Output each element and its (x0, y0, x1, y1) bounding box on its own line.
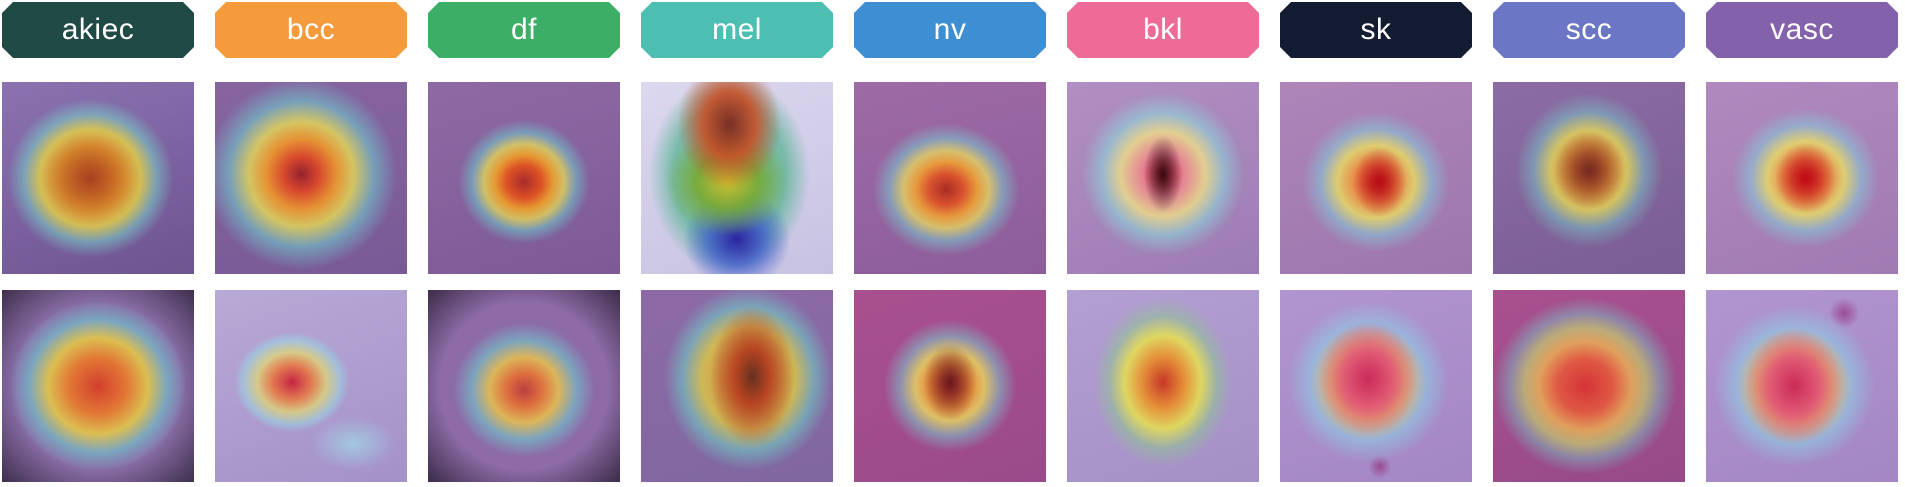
class-label-bcc: bcc (215, 2, 407, 58)
heatmap-image-vasc-1 (1706, 82, 1898, 274)
heatmap-image-mel-2 (641, 290, 833, 482)
class-label-sk: sk (1280, 2, 1472, 58)
class-label-akiec: akiec (2, 2, 194, 58)
column-bcc: bcc (215, 0, 407, 487)
class-label-scc: scc (1493, 2, 1685, 58)
heatmap-image-df-2 (428, 290, 620, 482)
column-akiec: akiec (2, 0, 194, 487)
column-nv: nv (854, 0, 1046, 487)
heatmap-image-bcc-1 (215, 82, 407, 274)
column-vasc: vasc (1706, 0, 1898, 487)
column-sk: sk (1280, 0, 1472, 487)
column-scc: scc (1493, 0, 1685, 487)
heatmap-image-sk-2 (1280, 290, 1472, 482)
heatmap-image-scc-1 (1493, 82, 1685, 274)
heatmap-image-akiec-2 (2, 290, 194, 482)
class-label-nv: nv (854, 2, 1046, 58)
heatmap-image-scc-2 (1493, 290, 1685, 482)
heatmap-image-bkl-1 (1067, 82, 1259, 274)
class-label-mel: mel (641, 2, 833, 58)
heatmap-image-nv-2 (854, 290, 1046, 482)
column-bkl: bkl (1067, 0, 1259, 487)
column-mel: mel (641, 0, 833, 487)
class-label-df: df (428, 2, 620, 58)
heatmap-image-sk-1 (1280, 82, 1472, 274)
heatmap-image-bcc-2 (215, 290, 407, 482)
heatmap-image-vasc-2 (1706, 290, 1898, 482)
heatmap-image-df-1 (428, 82, 620, 274)
heatmap-image-nv-1 (854, 82, 1046, 274)
heatmap-image-bkl-2 (1067, 290, 1259, 482)
heatmap-image-mel-1 (641, 82, 833, 274)
column-df: df (428, 0, 620, 487)
heatmap-image-akiec-1 (2, 82, 194, 274)
class-label-bkl: bkl (1067, 2, 1259, 58)
class-label-vasc: vasc (1706, 2, 1898, 58)
